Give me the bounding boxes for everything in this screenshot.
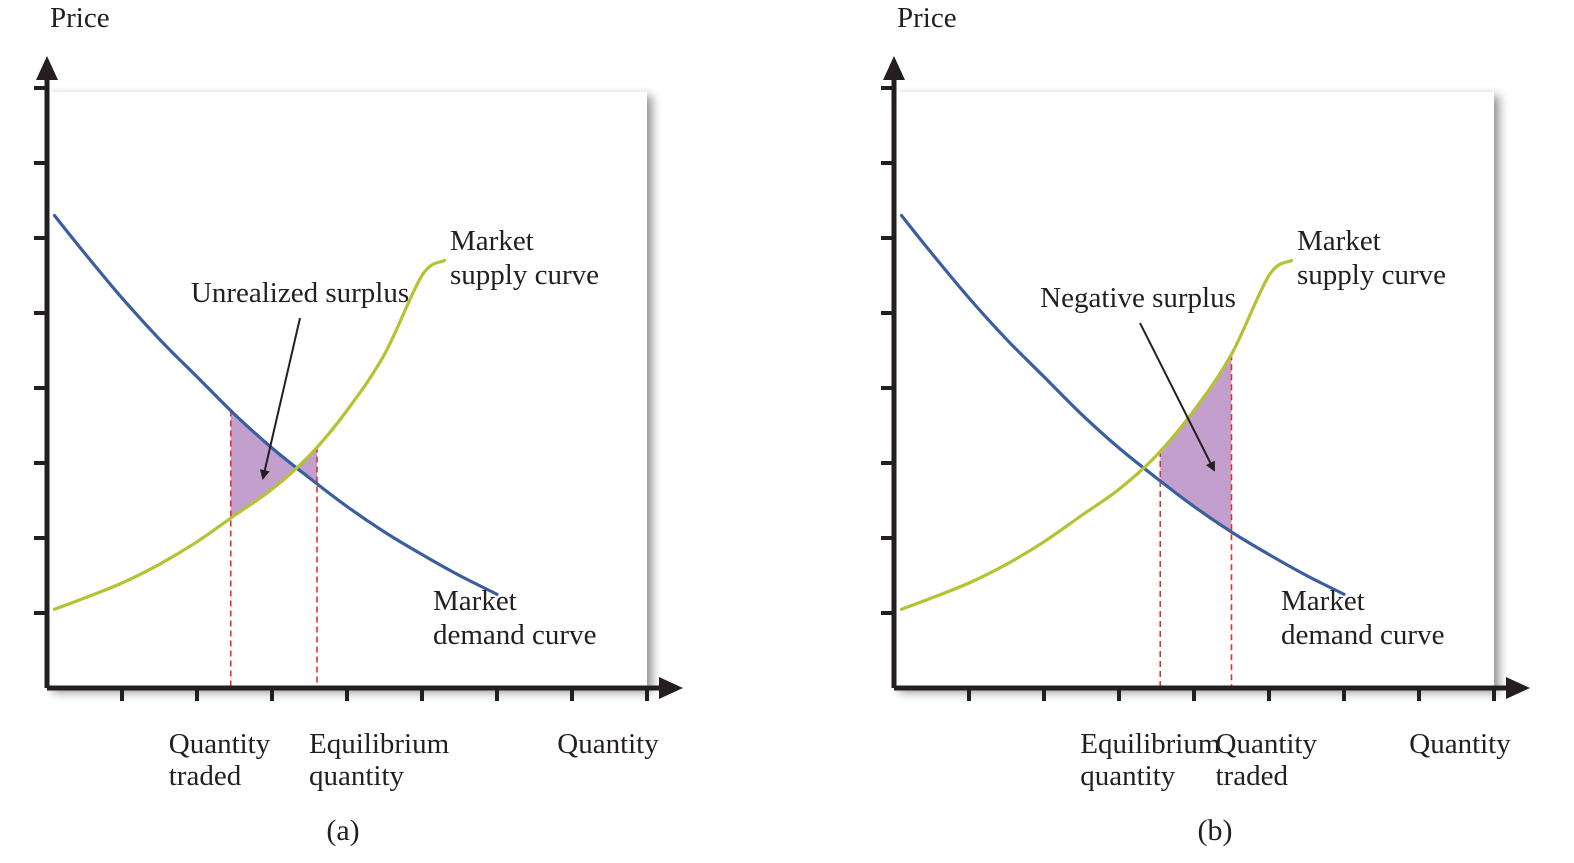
supply-curve bbox=[52, 258, 447, 611]
surplus-label: Unrealized surplus bbox=[191, 277, 409, 309]
plot-area bbox=[894, 92, 1494, 688]
panel-caption: (b) bbox=[1198, 814, 1233, 847]
surplus-region bbox=[230, 410, 317, 519]
plot-area bbox=[47, 92, 647, 688]
x-tick-label: Quantity traded bbox=[169, 728, 271, 792]
surplus-arrow bbox=[259, 317, 301, 480]
supply-curve-label: Market supply curve bbox=[450, 225, 599, 291]
x-tick-label: Equilibrium quantity bbox=[1080, 728, 1221, 792]
y-axis-label: Price bbox=[50, 2, 110, 34]
demand-curve-label: Market demand curve bbox=[1281, 585, 1444, 651]
y-axis-arrow bbox=[883, 56, 905, 80]
y-axis-arrow bbox=[36, 56, 58, 80]
x-tick-label: Equilibrium quantity bbox=[309, 728, 450, 792]
x-axis-label: Quantity bbox=[557, 728, 659, 760]
surplus-arrow bbox=[1139, 322, 1215, 472]
x-axis-arrow bbox=[659, 677, 683, 699]
panel-caption: (a) bbox=[326, 814, 359, 847]
x-axis-arrow bbox=[1506, 677, 1530, 699]
x-axis-label: Quantity bbox=[1409, 728, 1511, 760]
y-axis-label: Price bbox=[897, 2, 957, 34]
demand-curve bbox=[899, 213, 1346, 596]
surplus-region bbox=[1160, 354, 1232, 532]
panel-b: Price Quantity Equilibrium quantityQuantity… bbox=[881, 2, 1530, 847]
supply-curve bbox=[899, 258, 1294, 611]
surplus-label: Negative surplus bbox=[1040, 282, 1236, 314]
x-tick-label: Quantity traded bbox=[1216, 728, 1318, 792]
supply-curve-label: Market supply curve bbox=[1297, 225, 1446, 291]
demand-curve bbox=[52, 213, 499, 596]
panel-a: Price Quantity Quantity traded Equilibrium qu… bbox=[34, 2, 683, 847]
demand-curve-label: Market demand curve bbox=[433, 585, 596, 651]
